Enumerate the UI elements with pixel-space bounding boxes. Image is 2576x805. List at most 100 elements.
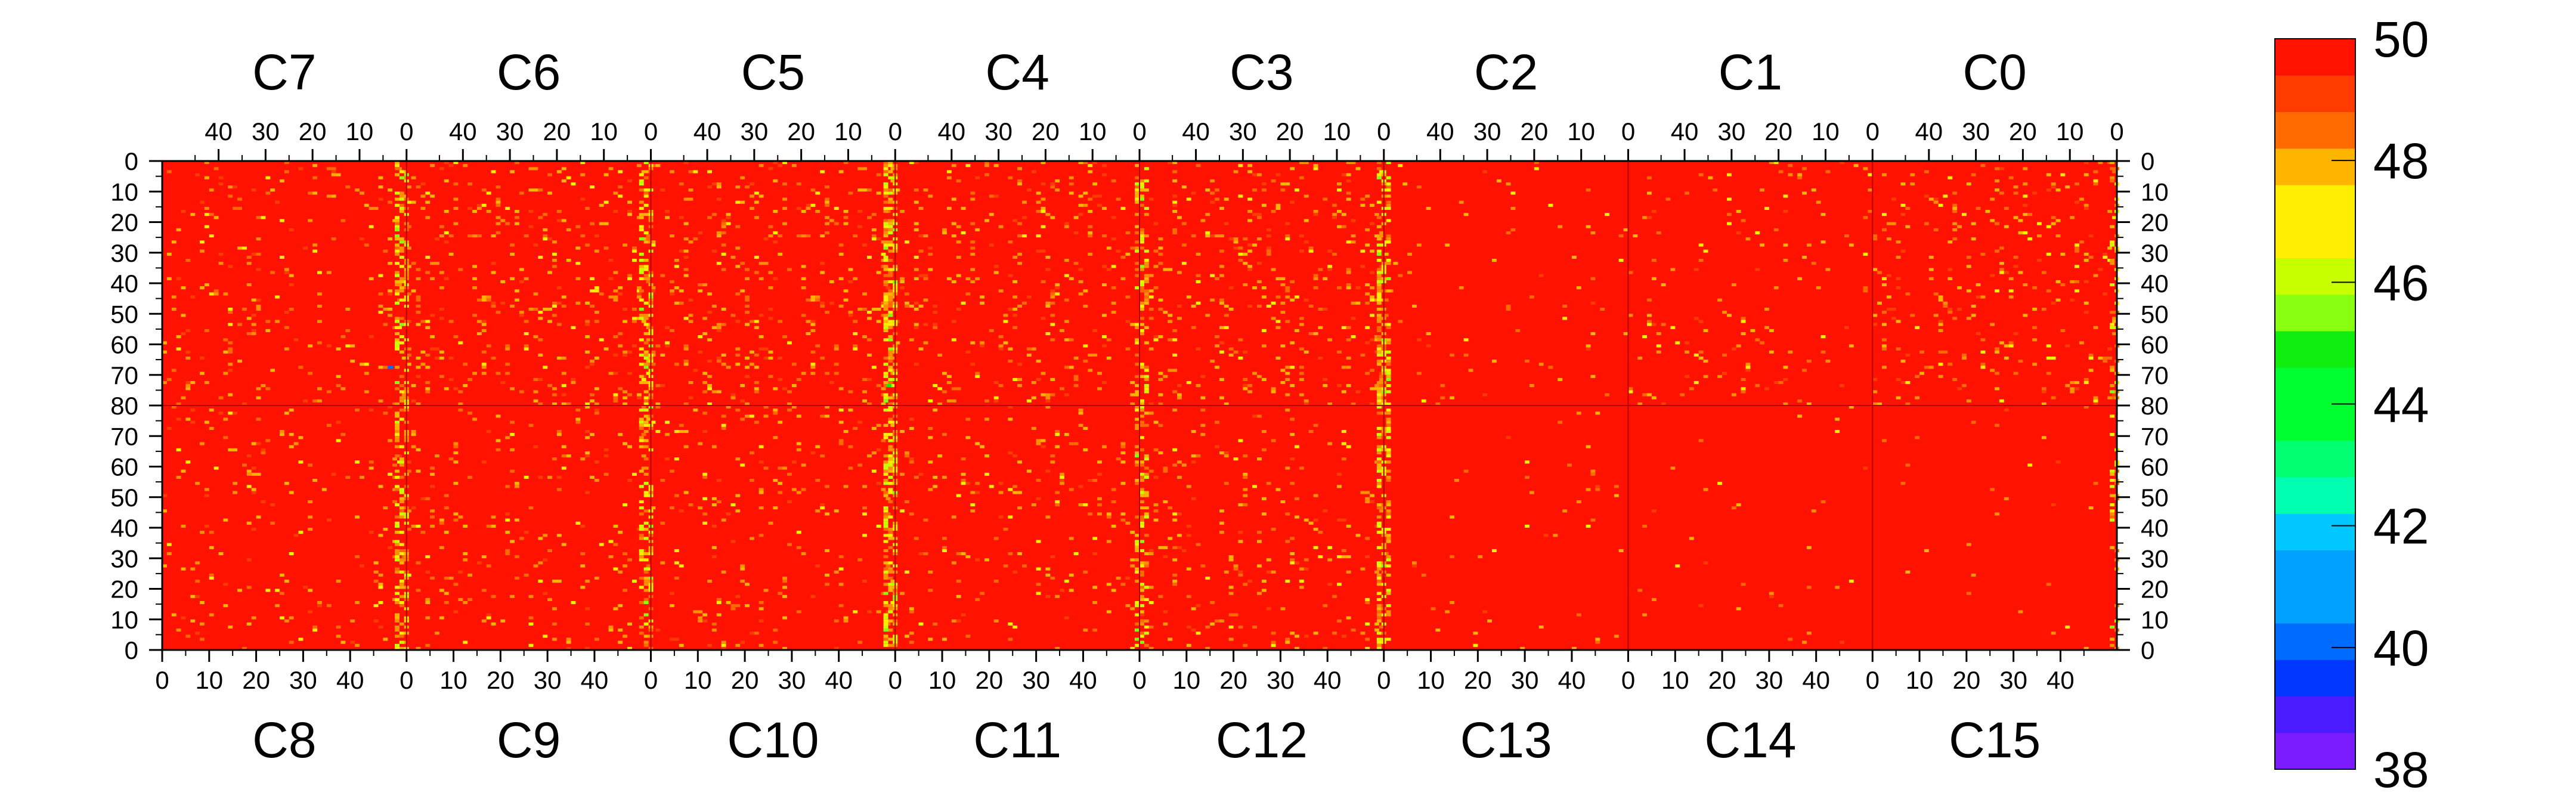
heatmap-cell: [1548, 366, 1553, 369]
heatmap-cell: [778, 491, 783, 494]
heatmap-cell: [883, 164, 888, 168]
heatmap-cell: [698, 506, 703, 510]
heatmap-cell: [195, 580, 200, 583]
heatmap-cell: [970, 341, 976, 345]
heatmap-cell: [1698, 357, 1704, 360]
heatmap-cell: [1073, 442, 1079, 445]
heatmap-cell: [825, 197, 829, 201]
heatmap-cell: [918, 234, 924, 238]
heatmap-cell: [900, 286, 905, 290]
heatmap-cell: [750, 182, 754, 185]
heatmap-cell: [1891, 308, 1896, 311]
heatmap-cell: [993, 580, 999, 583]
heatmap-cell: [1111, 237, 1116, 241]
heatmap-cell: [416, 277, 421, 280]
heatmap-cell: [599, 292, 604, 296]
heatmap-cell: [395, 338, 400, 342]
heatmap-cell: [641, 466, 646, 470]
heatmap-cell: [721, 570, 726, 574]
heatmap-cell: [425, 616, 431, 620]
heatmap-cell: [646, 280, 651, 283]
heatmap-cell: [643, 332, 649, 336]
heatmap-cell: [1144, 167, 1149, 171]
heatmap-cell: [735, 292, 741, 296]
heatmap-cell: [1365, 194, 1370, 198]
heatmap-cell: [1186, 295, 1191, 299]
heatmap-cell: [928, 570, 933, 574]
heatmap-cell: [1266, 607, 1271, 611]
heatmap-cell: [1148, 289, 1154, 293]
heatmap-cell: [467, 573, 473, 577]
heatmap-cell: [1036, 360, 1041, 363]
heatmap-cell: [1158, 262, 1163, 265]
heatmap-cell: [951, 234, 956, 238]
heatmap-cell: [312, 626, 318, 629]
heatmap-cell: [603, 200, 609, 204]
heatmap-cell: [416, 323, 421, 326]
heatmap-cell: [1088, 353, 1093, 357]
heatmap-cell: [1952, 228, 1958, 231]
heatmap-cell: [1370, 286, 1374, 290]
heatmap-cell: [312, 164, 318, 168]
heatmap-cell: [293, 442, 299, 445]
heatmap-cell: [1097, 512, 1102, 516]
heatmap-cell: [1386, 503, 1391, 507]
heatmap-cell: [980, 445, 984, 448]
heatmap-cell: [843, 210, 849, 213]
heatmap-cell: [1386, 500, 1391, 503]
heatmap-cell: [1900, 482, 1906, 485]
heatmap-cell: [416, 402, 421, 405]
heatmap-cell: [965, 292, 971, 296]
heatmap-cell: [643, 537, 649, 540]
heatmap-cell: [639, 512, 644, 516]
heatmap-cell: [1379, 604, 1384, 608]
heatmap-cell: [496, 203, 501, 207]
heatmap-cell: [1219, 265, 1224, 268]
heatmap-cell: [1285, 377, 1290, 381]
heatmap-cell: [646, 234, 651, 238]
heatmap-cell: [1820, 350, 1826, 354]
heatmap-cell: [1778, 170, 1784, 174]
heatmap-cell: [340, 433, 346, 436]
heatmap-cell: [1386, 326, 1391, 329]
heatmap-cell: [1130, 246, 1135, 250]
heatmap-cell: [1280, 283, 1286, 287]
heatmap-cell: [1069, 176, 1074, 179]
heatmap-cell: [721, 646, 726, 650]
heatmap-cell: [881, 387, 886, 391]
heatmap-cell: [463, 601, 468, 605]
heatmap-cell: [1050, 555, 1055, 559]
heatmap-cell: [1088, 369, 1093, 372]
heatmap-cell: [395, 271, 400, 274]
heatmap-cell: [928, 436, 933, 439]
heatmap-cell: [1295, 329, 1299, 332]
heatmap-cell: [888, 191, 893, 195]
heatmap-cell: [639, 347, 644, 351]
heatmap-cell: [1376, 314, 1382, 317]
heatmap-cell: [392, 463, 397, 467]
heatmap-cell: [871, 308, 877, 311]
heatmap-cell: [533, 377, 538, 381]
heatmap-cell: [1661, 283, 1666, 287]
top-tick-label: 10: [2056, 117, 2084, 145]
heatmap-cell: [1271, 317, 1276, 320]
heatmap-cell: [195, 631, 200, 635]
heatmap-cell: [2112, 393, 2117, 397]
heatmap-cell: [1689, 537, 1694, 540]
bottom-tick-label: 20: [1219, 666, 1247, 694]
heatmap-cell: [171, 405, 177, 409]
heatmap-cell: [1144, 626, 1149, 629]
heatmap-cell: [639, 555, 644, 559]
heatmap-cell: [639, 188, 644, 192]
heatmap-cell: [721, 414, 726, 418]
heatmap-cell: [1163, 268, 1168, 271]
heatmap-cell: [2046, 188, 2051, 192]
heatmap-cell: [707, 311, 712, 314]
heatmap-cell: [406, 292, 411, 296]
heatmap-cell: [867, 311, 872, 314]
heatmap-cell: [655, 628, 661, 632]
heatmap-cell: [399, 249, 404, 253]
heatmap-cell: [2107, 357, 2113, 360]
heatmap-cell: [1450, 353, 1454, 357]
heatmap-cell: [862, 292, 867, 296]
